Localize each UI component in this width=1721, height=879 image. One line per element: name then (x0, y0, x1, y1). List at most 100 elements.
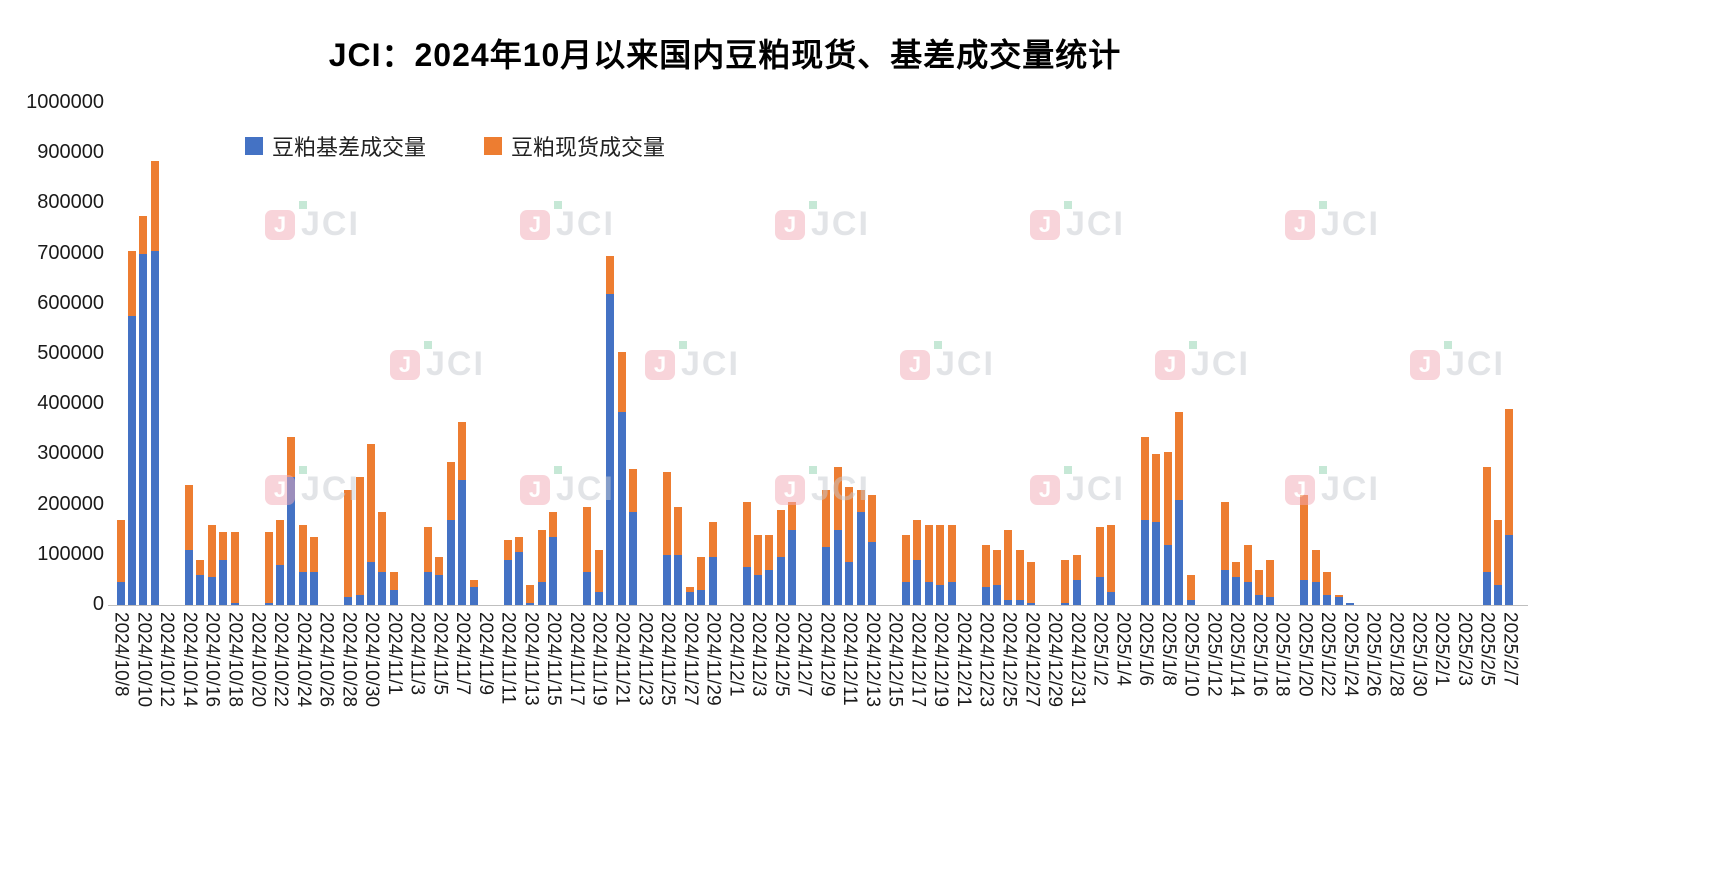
bar-spot-segment (1061, 559, 1070, 603)
legend-swatch-spot-icon (484, 137, 503, 155)
bar-basis-segment (845, 562, 854, 605)
bar-basis-segment (424, 572, 432, 605)
x-tick-label: 2024/12/7 (793, 612, 815, 697)
bar-spot-segment (1505, 409, 1514, 535)
bar-spot-segment (617, 351, 626, 412)
bar-spot-segment (628, 469, 637, 513)
legend: 豆粕基差成交量 豆粕现货成交量 (245, 130, 665, 162)
x-tick-label: 2024/10/28 (338, 612, 360, 708)
bar-spot-segment (674, 507, 683, 555)
x-tick-label: 2024/10/16 (201, 612, 223, 708)
bar-basis-segment (298, 572, 307, 605)
bar-basis-segment (1300, 579, 1309, 605)
bar-basis-segment (947, 582, 956, 605)
bar-spot-segment (765, 534, 774, 570)
x-tick-label: 2024/12/1 (725, 612, 747, 697)
x-tick-label: 2024/12/21 (952, 612, 974, 708)
bar-basis-segment (1175, 499, 1184, 605)
bar-spot-segment (685, 587, 694, 593)
y-tick-label: 800000 (37, 191, 104, 214)
bar-spot-segment (1311, 549, 1320, 583)
x-axis-line (108, 605, 1528, 606)
bar-basis-segment (446, 519, 455, 605)
x-tick-label: 2025/1/4 (1112, 612, 1134, 686)
bar-spot-segment (1152, 454, 1161, 523)
y-tick-label: 100000 (37, 542, 104, 565)
bar-basis-segment (184, 549, 193, 605)
bar-basis-segment (367, 562, 376, 605)
bar-spot-segment (264, 532, 273, 603)
bar-spot-segment (1300, 494, 1309, 580)
bar-spot-segment (367, 444, 376, 563)
bar-basis-segment (1141, 519, 1150, 605)
bar-basis-segment (1505, 534, 1514, 605)
x-tick-label: 2025/1/6 (1135, 612, 1157, 686)
bar-basis-segment (924, 582, 933, 605)
x-tick-label: 2024/12/25 (998, 612, 1020, 708)
bar-spot-segment (389, 572, 398, 590)
x-tick-label: 2024/11/5 (429, 612, 451, 696)
bar-basis-segment (788, 529, 797, 605)
bar-spot-segment (1493, 519, 1502, 585)
x-tick-label: 2024/12/23 (975, 612, 997, 708)
bar-basis-segment (1095, 577, 1104, 605)
x-tick-label: 2024/11/21 (611, 612, 633, 706)
bar-spot-segment (867, 494, 876, 543)
legend-item-basis: 豆粕基差成交量 (245, 130, 426, 162)
x-tick-label: 2024/12/29 (1044, 612, 1066, 708)
x-tick-label: 2024/12/9 (816, 612, 838, 697)
x-tick-label: 2024/10/20 (247, 612, 269, 708)
bar-basis-segment (1004, 599, 1013, 605)
x-tick-label: 2025/2/1 (1431, 612, 1453, 686)
bar-basis-segment (1311, 582, 1320, 605)
bar-spot-segment (1004, 529, 1013, 600)
bar-basis-segment (1254, 594, 1263, 605)
x-tick-label: 2025/1/2 (1089, 612, 1111, 686)
x-tick-label: 2024/12/17 (907, 612, 929, 708)
bar-basis-segment (754, 574, 763, 605)
legend-label-spot: 豆粕现货成交量 (511, 135, 666, 160)
bar-basis-segment (1266, 597, 1275, 605)
legend-label-basis: 豆粕基差成交量 (272, 135, 427, 160)
y-tick-label: 700000 (37, 241, 104, 264)
bar-basis-segment (628, 512, 637, 605)
bar-basis-segment (139, 253, 148, 605)
bar-basis-segment (515, 552, 524, 605)
x-tick-label: 2024/12/19 (930, 612, 952, 708)
x-tick-label: 2024/12/27 (1021, 612, 1043, 708)
bar-spot-segment (287, 436, 296, 477)
x-tick-label: 2024/10/8 (110, 612, 132, 697)
bar-spot-segment (310, 537, 319, 573)
bar-spot-segment (1232, 562, 1241, 578)
bar-spot-segment (1186, 574, 1195, 600)
bar-basis-segment (128, 316, 137, 605)
bar-basis-segment (685, 592, 694, 605)
x-tick-label: 2024/10/30 (361, 612, 383, 708)
bar-spot-segment (902, 534, 911, 583)
bar-basis-segment (1163, 544, 1172, 605)
bar-spot-segment (822, 489, 831, 548)
bar-basis-segment (1152, 522, 1161, 605)
bar-spot-segment (458, 421, 467, 480)
bar-basis-segment (742, 567, 751, 605)
bar-spot-segment (833, 466, 842, 530)
y-tick-label: 500000 (37, 342, 104, 364)
bar-spot-segment (1482, 466, 1491, 573)
bar-spot-segment (606, 256, 615, 294)
x-tick-label: 2025/1/12 (1203, 612, 1225, 697)
bar-spot-segment (1141, 436, 1150, 520)
bar-basis-segment (389, 589, 398, 605)
bar-basis-segment (1220, 569, 1229, 605)
x-tick-label: 2025/1/16 (1248, 612, 1270, 697)
bar-basis-segment (469, 587, 478, 605)
bar-basis-segment (435, 574, 444, 605)
x-tick-label: 2024/12/11 (839, 612, 861, 706)
bar-basis-segment (344, 597, 353, 605)
bar-spot-segment (446, 461, 455, 520)
bar-spot-segment (856, 489, 865, 513)
bar-basis-segment (230, 602, 239, 605)
x-tick-label: 2025/1/14 (1226, 612, 1248, 697)
y-tick-label: 900000 (37, 141, 104, 164)
bar-spot-segment (1027, 562, 1036, 603)
x-tick-label: 2024/11/19 (588, 612, 610, 706)
